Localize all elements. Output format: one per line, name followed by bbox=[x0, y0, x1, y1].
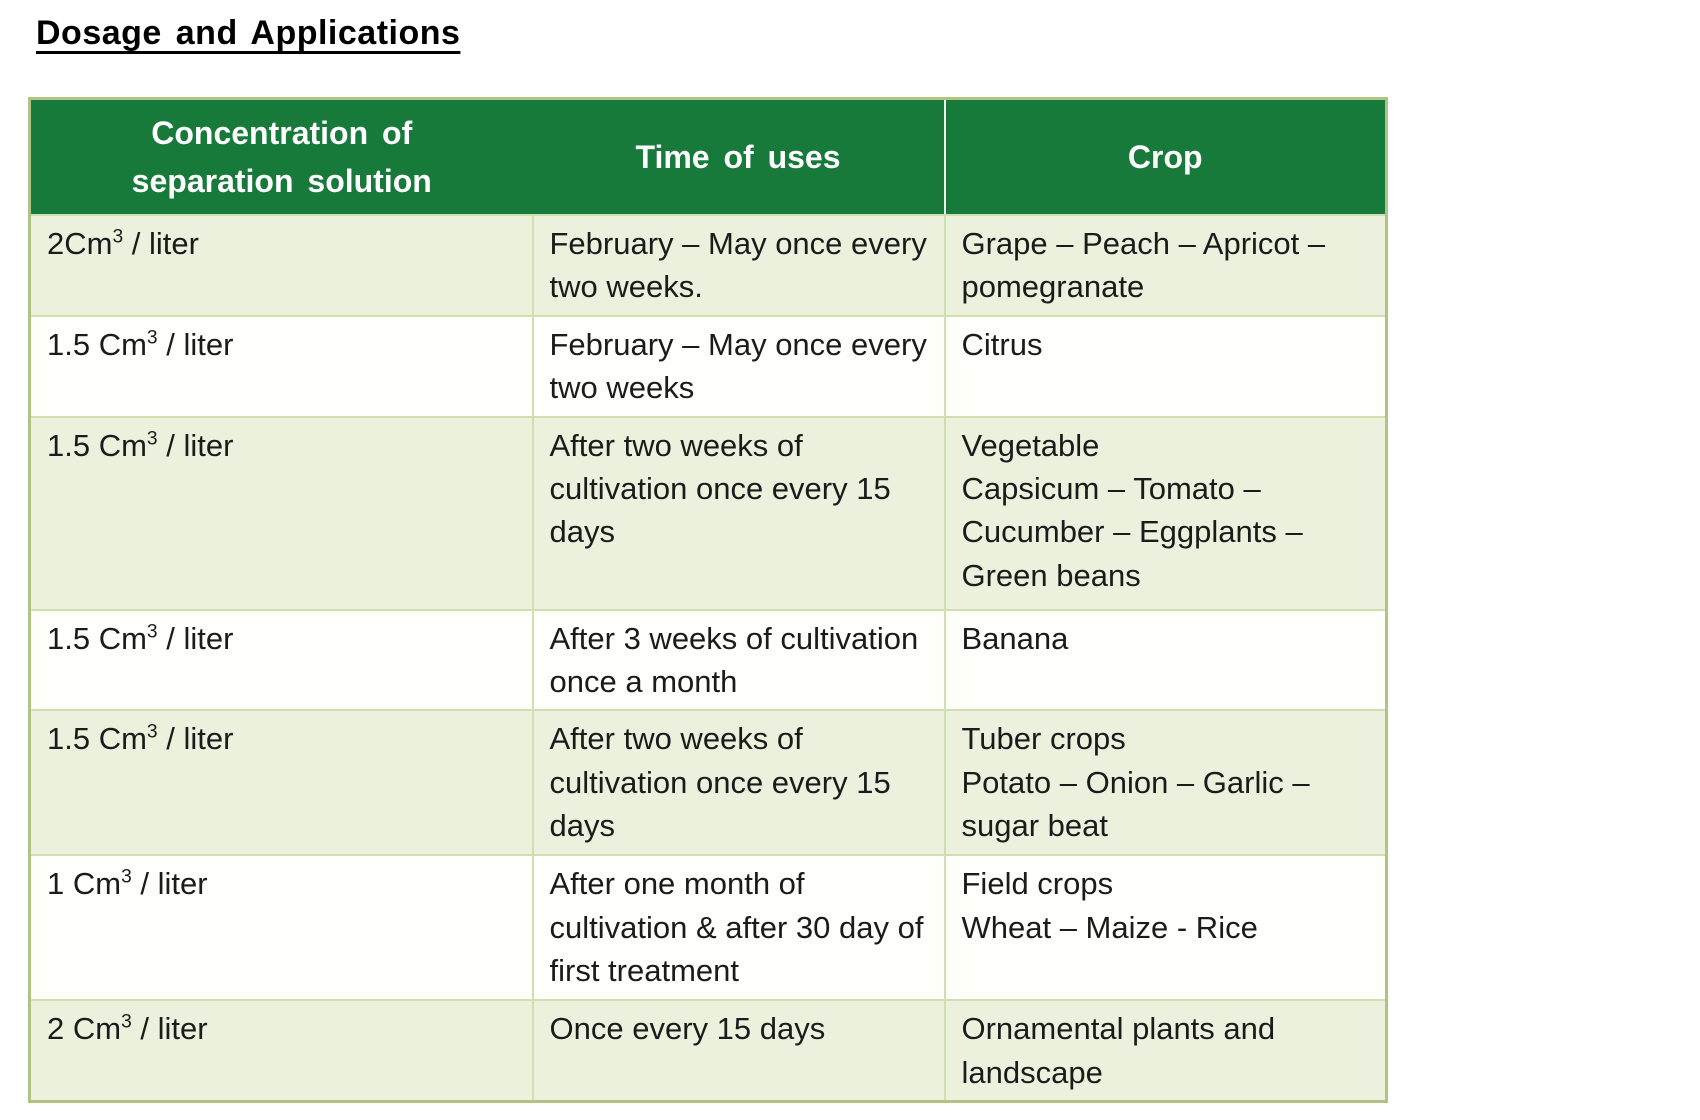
crop-cell: Vegetable Capsicum – Tomato – Cucumber –… bbox=[943, 415, 1388, 611]
concentration-cell: 1 Cm3 / liter bbox=[28, 854, 534, 1002]
time-cell: February – May once every two weeks. bbox=[531, 214, 946, 317]
table-row: 2 Cm3 / liter Once every 15 days Ornamen… bbox=[28, 999, 1388, 1103]
page-title: Dosage and Applications bbox=[36, 14, 461, 52]
superscript-3: 3 bbox=[146, 621, 158, 643]
header-crop: Crop bbox=[943, 98, 1387, 216]
concentration-value: 1.5 Cm bbox=[47, 326, 147, 362]
concentration-unit: / liter bbox=[157, 326, 234, 362]
time-cell: Once every 15 days bbox=[531, 999, 946, 1103]
crop-cell: Tuber crops Potato – Onion – Garlic –sug… bbox=[943, 709, 1388, 857]
concentration-value: 2 Cm bbox=[47, 1011, 122, 1047]
time-cell: February – May once every two weeks bbox=[531, 314, 946, 418]
crop-cell: Field crops Wheat – Maize - Rice bbox=[943, 854, 1388, 1002]
dosage-applications-table: Concentration of separation solution Tim… bbox=[28, 97, 1388, 1104]
superscript-3: 3 bbox=[146, 428, 158, 450]
superscript-3: 3 bbox=[146, 327, 158, 349]
time-cell: After 3 weeks of cultivation once a mont… bbox=[531, 608, 946, 712]
concentration-value: 1.5 Cm bbox=[47, 427, 147, 463]
superscript-3: 3 bbox=[121, 867, 132, 889]
table-row: 1.5 Cm3 / liter February – May once ever… bbox=[28, 314, 1388, 418]
concentration-value: 1.5 Cm bbox=[47, 721, 147, 757]
table-row: 1.5 Cm3 / liter After two weeks of culti… bbox=[28, 709, 1388, 857]
time-cell: After two weeks of cultivation once ever… bbox=[531, 415, 946, 611]
header-time-of-uses: Time of uses bbox=[532, 98, 945, 216]
crop-cell: Citrus bbox=[943, 314, 1388, 418]
concentration-value: 1.5 Cm bbox=[47, 620, 147, 656]
table-row: 1.5 Cm3 / liter After two weeks of culti… bbox=[28, 415, 1388, 611]
concentration-unit: / liter bbox=[131, 1011, 208, 1047]
concentration-unit: / liter bbox=[131, 866, 208, 902]
time-cell: After one month of cultivation & after 3… bbox=[531, 854, 946, 1002]
superscript-3: 3 bbox=[112, 226, 124, 248]
table-row: 2Cm3 / liter February – May once every t… bbox=[28, 214, 1388, 317]
header-concentration: Concentration of separation solution bbox=[29, 98, 533, 216]
concentration-unit: / liter bbox=[157, 620, 234, 656]
header-row: Concentration of separation solution Tim… bbox=[29, 98, 1387, 216]
concentration-cell: 1.5 Cm3 / liter bbox=[28, 415, 534, 611]
concentration-cell: 1.5 Cm3 / liter bbox=[28, 709, 534, 857]
superscript-3: 3 bbox=[121, 1012, 132, 1034]
concentration-cell: 2 Cm3 / liter bbox=[28, 999, 534, 1103]
concentration-unit: / liter bbox=[123, 226, 199, 261]
superscript-3: 3 bbox=[146, 722, 158, 744]
concentration-value: 2Cm bbox=[47, 226, 113, 261]
concentration-cell: 2Cm3 / liter bbox=[28, 214, 534, 317]
concentration-cell: 1.5 Cm3 / liter bbox=[28, 608, 534, 712]
concentration-unit: / liter bbox=[157, 427, 234, 463]
crop-cell: Banana bbox=[943, 608, 1388, 712]
crop-cell: Ornamental plants and landscape bbox=[943, 999, 1388, 1103]
crop-cell: Grape – Peach – Apricot – pomegranate bbox=[943, 214, 1388, 317]
time-cell: After two weeks of cultivation once ever… bbox=[531, 709, 946, 857]
table-row: 1 Cm3 / liter After one month of cultiva… bbox=[28, 854, 1388, 1002]
table-row: 1.5 Cm3 / liter After 3 weeks of cultiva… bbox=[28, 608, 1388, 712]
concentration-unit: / liter bbox=[157, 721, 234, 757]
concentration-cell: 1.5 Cm3 / liter bbox=[28, 314, 534, 418]
concentration-value: 1 Cm bbox=[47, 866, 122, 902]
